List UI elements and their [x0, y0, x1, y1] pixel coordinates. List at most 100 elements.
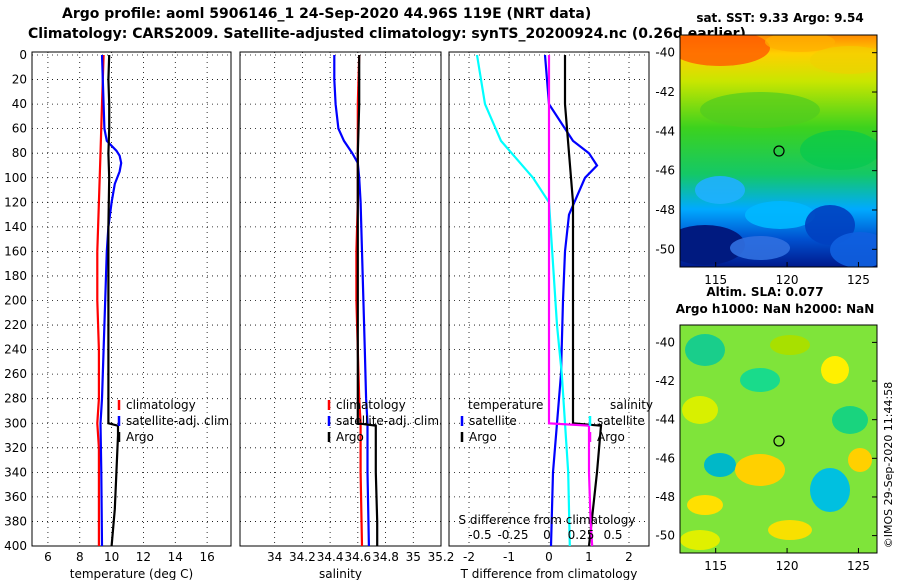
- temperature-legend-label: climatology: [126, 398, 196, 412]
- sla-map-subtitle: Argo h1000: NaN h2000: NaN: [676, 302, 875, 316]
- y-tick-label: 200: [4, 294, 27, 308]
- salinity-legend-label: satellite-adj. clim.: [336, 414, 443, 428]
- map-y-tick-label: -46: [655, 164, 675, 178]
- temperature-legend-label: satellite-adj. clim.: [126, 414, 233, 428]
- x-tick-label: 2: [625, 550, 633, 564]
- x-tick-label: 16: [199, 550, 214, 564]
- y-tick-label: 140: [4, 220, 27, 234]
- y-tick-label: 400: [4, 539, 27, 553]
- y-tick-label: 100: [4, 171, 27, 185]
- series-line-climatology: [96, 54, 105, 546]
- series-line-satellite-adj-clim-: [99, 54, 123, 547]
- x-tick-label: 0: [545, 550, 553, 564]
- series-line-salinity-satellite: [475, 54, 571, 547]
- map-y-tick-label: -42: [655, 374, 675, 388]
- secondary-x-tick-label: 0: [543, 528, 551, 542]
- secondary-x-axis-label: S difference from climatology: [459, 513, 636, 527]
- imos-stamp: ©IMOS 29-Sep-2020 11:44:58: [882, 382, 895, 548]
- sla-map-axes: 115 120 125 -40 -42 -44 -46 -48 -50: [655, 335, 877, 573]
- map-x-tick-label: 115: [704, 273, 727, 287]
- temperature-legend-label: Argo: [126, 430, 154, 444]
- map-x-tick-label: 120: [776, 273, 799, 287]
- salinity-legend-label: climatology: [336, 398, 406, 412]
- salinity-legend-label: Argo: [336, 430, 364, 444]
- sla-map: [680, 325, 877, 553]
- map-x-tick-label: 125: [847, 273, 870, 287]
- y-tick-label: 160: [4, 244, 27, 258]
- x-tick-label: 34.2: [289, 550, 316, 564]
- y-tick-label: 380: [4, 514, 27, 528]
- x-axis-label: T difference from climatology: [460, 567, 638, 580]
- y-tick-label: 320: [4, 441, 27, 455]
- y-tick-label: 280: [4, 392, 27, 406]
- map-y-tick-label: -48: [655, 490, 675, 504]
- y-tick-label: 300: [4, 416, 27, 430]
- x-tick-label: 10: [104, 550, 119, 564]
- x-axis-label: salinity: [319, 567, 362, 580]
- y-tick-label: 220: [4, 318, 27, 332]
- y-tick-label: 180: [4, 269, 27, 283]
- series-line-argo: [107, 54, 120, 547]
- map-y-tick-label: -44: [655, 413, 675, 427]
- x-tick-label: 35.2: [428, 550, 455, 564]
- y-tick-label: 360: [4, 490, 27, 504]
- y-tick-label: 20: [12, 73, 27, 87]
- sst-map: [680, 35, 877, 267]
- map-x-tick-label: 125: [847, 559, 870, 573]
- secondary-x-tick-label: -0.25: [497, 528, 528, 542]
- x-axis-label: temperature (deg C): [70, 567, 193, 580]
- sst-argo-marker: [773, 145, 785, 157]
- sst-map-title: sat. SST: 9.33 Argo: 9.54: [696, 11, 863, 25]
- x-tick-label: -1: [503, 550, 515, 564]
- map-y-tick-label: -44: [655, 124, 675, 138]
- x-tick-label: 35: [406, 550, 421, 564]
- secondary-x-tick-label: 0.5: [603, 528, 622, 542]
- x-tick-label: 14: [168, 550, 183, 564]
- difference-legend-title-left: temperature: [468, 398, 543, 412]
- difference-legend-label: Argo: [597, 430, 625, 444]
- x-tick-label: 12: [136, 550, 151, 564]
- series-line-salinity-argo: [547, 55, 594, 547]
- temperature-panel: [31, 51, 232, 547]
- x-tick-label: 34: [267, 550, 282, 564]
- x-tick-label: -2: [463, 550, 475, 564]
- salinity-panel: [239, 51, 442, 547]
- title-line-1: Argo profile: aoml 5906146_1 24-Sep-2020…: [62, 6, 592, 22]
- y-tick-label: 340: [4, 465, 27, 479]
- y-tick-label: 40: [12, 97, 27, 111]
- map-y-tick-label: -40: [655, 46, 675, 60]
- x-tick-label: 34.6: [344, 550, 371, 564]
- sla-map-title: Altim. SLA: 0.077: [706, 285, 823, 299]
- y-tick-label: 60: [12, 122, 27, 136]
- x-tick-label: 8: [76, 550, 84, 564]
- difference-legend-label: satellite: [597, 414, 645, 428]
- series-line-temperature-argo: [563, 55, 603, 547]
- series-line-satellite-adj-clim-: [333, 55, 370, 547]
- secondary-x-tick-label: 0.25: [568, 528, 595, 542]
- text-layer: 0204060801001201401601802002202402602803…: [4, 48, 653, 580]
- y-tick-label: 240: [4, 343, 27, 357]
- x-tick-label: 1: [585, 550, 593, 564]
- map-y-tick-label: -50: [655, 529, 675, 543]
- map-y-tick-label: -48: [655, 203, 675, 217]
- y-tick-label: 260: [4, 367, 27, 381]
- map-y-tick-label: -42: [655, 85, 675, 99]
- map-y-tick-label: -40: [655, 335, 675, 349]
- map-y-tick-label: -46: [655, 451, 675, 465]
- map-x-tick-label: 120: [776, 559, 799, 573]
- x-tick-label: 34.4: [317, 550, 344, 564]
- secondary-x-tick-label: -0.5: [468, 528, 491, 542]
- map-y-tick-label: -50: [655, 242, 675, 256]
- series-layer: [96, 54, 603, 547]
- series-line-argo: [356, 55, 379, 546]
- title-line-2: Climatology: CARS2009. Satellite-adjuste…: [28, 26, 746, 42]
- sla-argo-marker: [773, 435, 785, 447]
- x-tick-label: 6: [44, 550, 52, 564]
- map-x-tick-label: 115: [704, 559, 727, 573]
- y-tick-label: 120: [4, 195, 27, 209]
- x-tick-label: 34.8: [372, 550, 399, 564]
- y-tick-label: 80: [12, 146, 27, 160]
- difference-legend-title-right: salinity: [610, 398, 653, 412]
- sst-map-axes: 115 120 125 -40 -42 -44 -46 -48 -50: [655, 46, 877, 287]
